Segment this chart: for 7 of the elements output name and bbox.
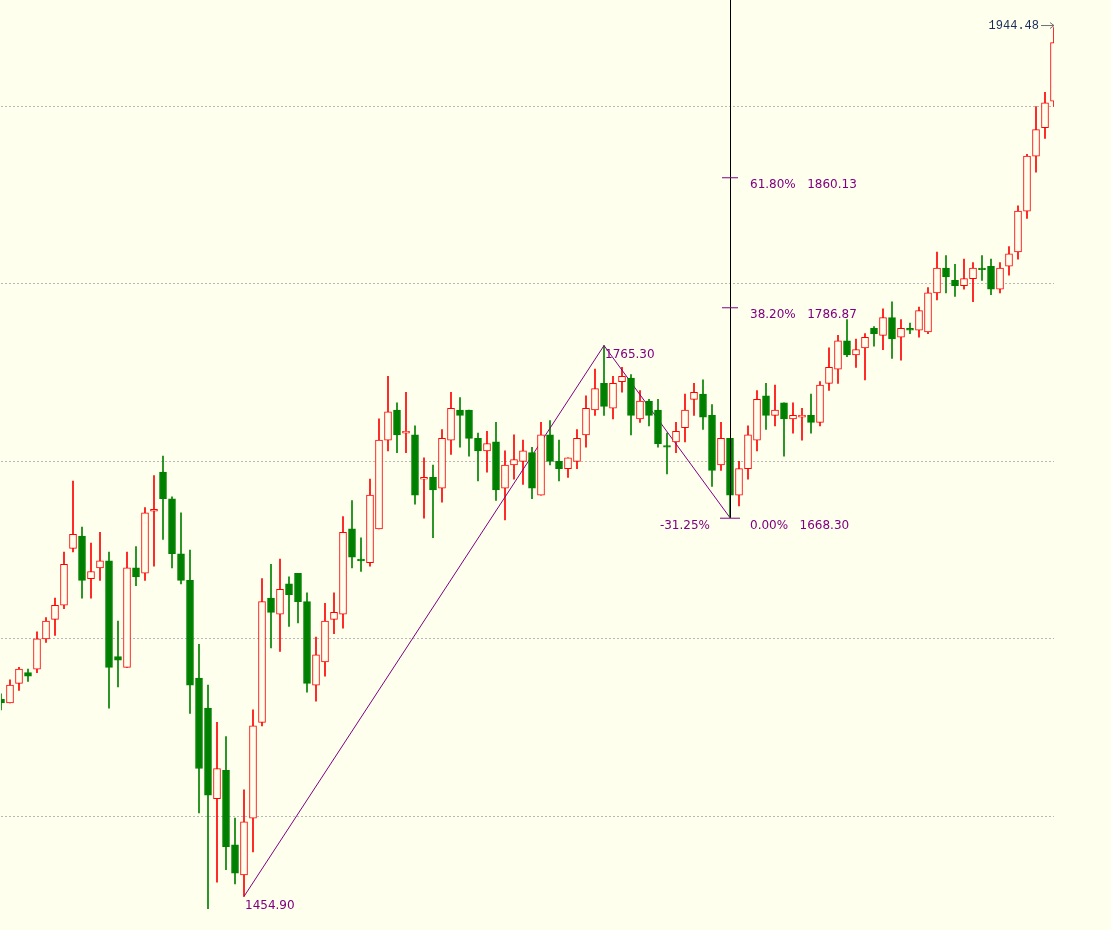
annotation: -31.25% bbox=[659, 517, 710, 532]
annotation: 1944.48 bbox=[988, 18, 1039, 33]
data-label: 1765.30 bbox=[605, 346, 655, 361]
ref-line-label: 0.00% 1668.30 bbox=[750, 517, 850, 532]
ref-line-label: 38.20% 1786.87 bbox=[750, 307, 857, 322]
data-label: 1454.90 bbox=[245, 897, 295, 912]
ref-line-label: 61.80% 1860.13 bbox=[750, 177, 857, 192]
